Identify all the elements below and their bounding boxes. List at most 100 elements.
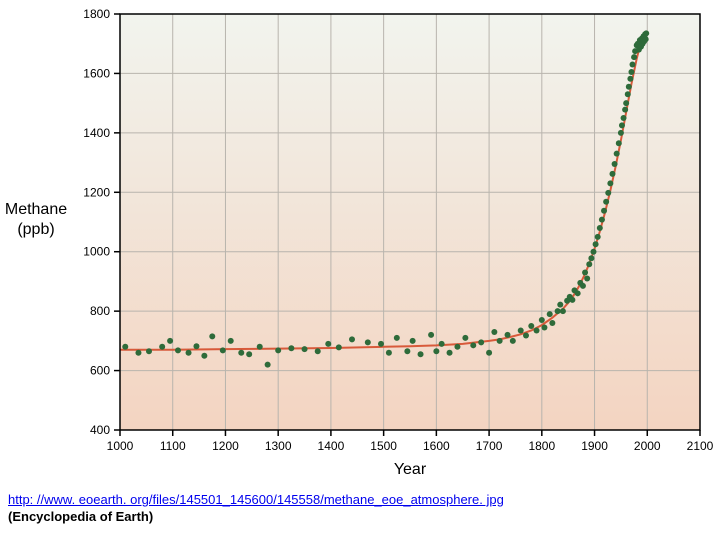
data-point [588,255,594,261]
x-tick-label: 1300 [265,439,292,453]
data-point [201,353,207,359]
data-point [410,338,416,344]
data-point [159,344,165,350]
data-point [439,341,445,347]
data-point [580,283,586,289]
data-point [325,341,331,347]
data-point [209,333,215,339]
x-tick-label: 1600 [423,439,450,453]
data-point [486,350,492,356]
data-point [541,324,547,330]
data-point [246,351,252,357]
data-point [220,347,226,353]
data-point [478,339,484,345]
x-tick-label: 1800 [528,439,555,453]
data-point [534,327,540,333]
caption-block: http: //www. eoearth. org/files/145501_1… [8,491,504,526]
data-point [607,180,613,186]
data-point [288,345,294,351]
data-point [454,344,460,350]
data-point [349,336,355,342]
data-point [560,308,566,314]
data-point [616,140,622,146]
chart-container: 4006008001000120014001600180010001100120… [0,0,720,485]
data-point [628,69,634,75]
data-point [146,348,152,354]
data-point [601,208,607,214]
data-point [523,333,529,339]
data-point [447,350,453,356]
data-point [575,290,581,296]
x-tick-label: 1000 [107,439,134,453]
x-tick-label: 1500 [370,439,397,453]
y-tick-label: 1400 [83,126,110,140]
data-point [122,344,128,350]
data-point [626,84,632,90]
data-point [586,261,592,267]
data-point [518,327,524,333]
data-point [238,350,244,356]
data-point [597,225,603,231]
data-point [549,320,555,326]
y-tick-label: 600 [90,364,110,378]
data-point [365,339,371,345]
x-tick-label: 1100 [160,439,186,453]
data-point [186,350,192,356]
data-point [462,335,468,341]
data-point [622,107,628,113]
data-point [623,100,629,106]
y-tick-label: 1000 [83,245,110,259]
data-point [528,323,534,329]
y-axis-label-2: (ppb) [17,221,54,238]
data-point [630,62,636,68]
data-point [257,344,263,350]
data-point [510,338,516,344]
data-point [433,348,439,354]
data-point [228,338,234,344]
data-point [618,130,624,136]
data-point [614,151,620,157]
data-point [428,332,434,338]
data-point [619,122,625,128]
y-tick-label: 1600 [83,66,110,80]
x-axis-label: Year [394,461,427,478]
data-point [582,270,588,276]
data-point [135,350,141,356]
x-tick-label: 1900 [581,439,608,453]
data-point [386,350,392,356]
data-point [175,347,181,353]
data-point [605,190,611,196]
data-point [302,346,308,352]
data-point [167,338,173,344]
data-point [612,161,618,167]
data-point [625,91,631,97]
data-point [557,302,563,308]
source-name: (Encyclopedia of Earth) [8,509,153,524]
data-point [275,347,281,353]
data-point [315,348,321,354]
data-point [418,351,424,357]
data-point [609,171,615,177]
data-point [394,335,400,341]
data-point [193,343,199,349]
data-point [569,297,575,303]
y-tick-label: 1200 [83,185,110,199]
source-link[interactable]: http: //www. eoearth. org/files/145501_1… [8,492,504,507]
x-tick-label: 2100 [687,439,714,453]
data-point [590,249,596,255]
data-point [631,54,637,60]
data-point [595,234,601,240]
data-point [593,241,599,247]
data-point [547,311,553,317]
data-point [599,217,605,223]
data-point [643,36,649,42]
data-point [539,317,545,323]
data-point [643,30,649,36]
data-point [603,199,609,205]
data-point [336,344,342,350]
data-point [555,308,561,314]
data-point [491,329,497,335]
data-point [265,362,271,368]
x-tick-label: 2000 [634,439,661,453]
data-point [470,342,476,348]
